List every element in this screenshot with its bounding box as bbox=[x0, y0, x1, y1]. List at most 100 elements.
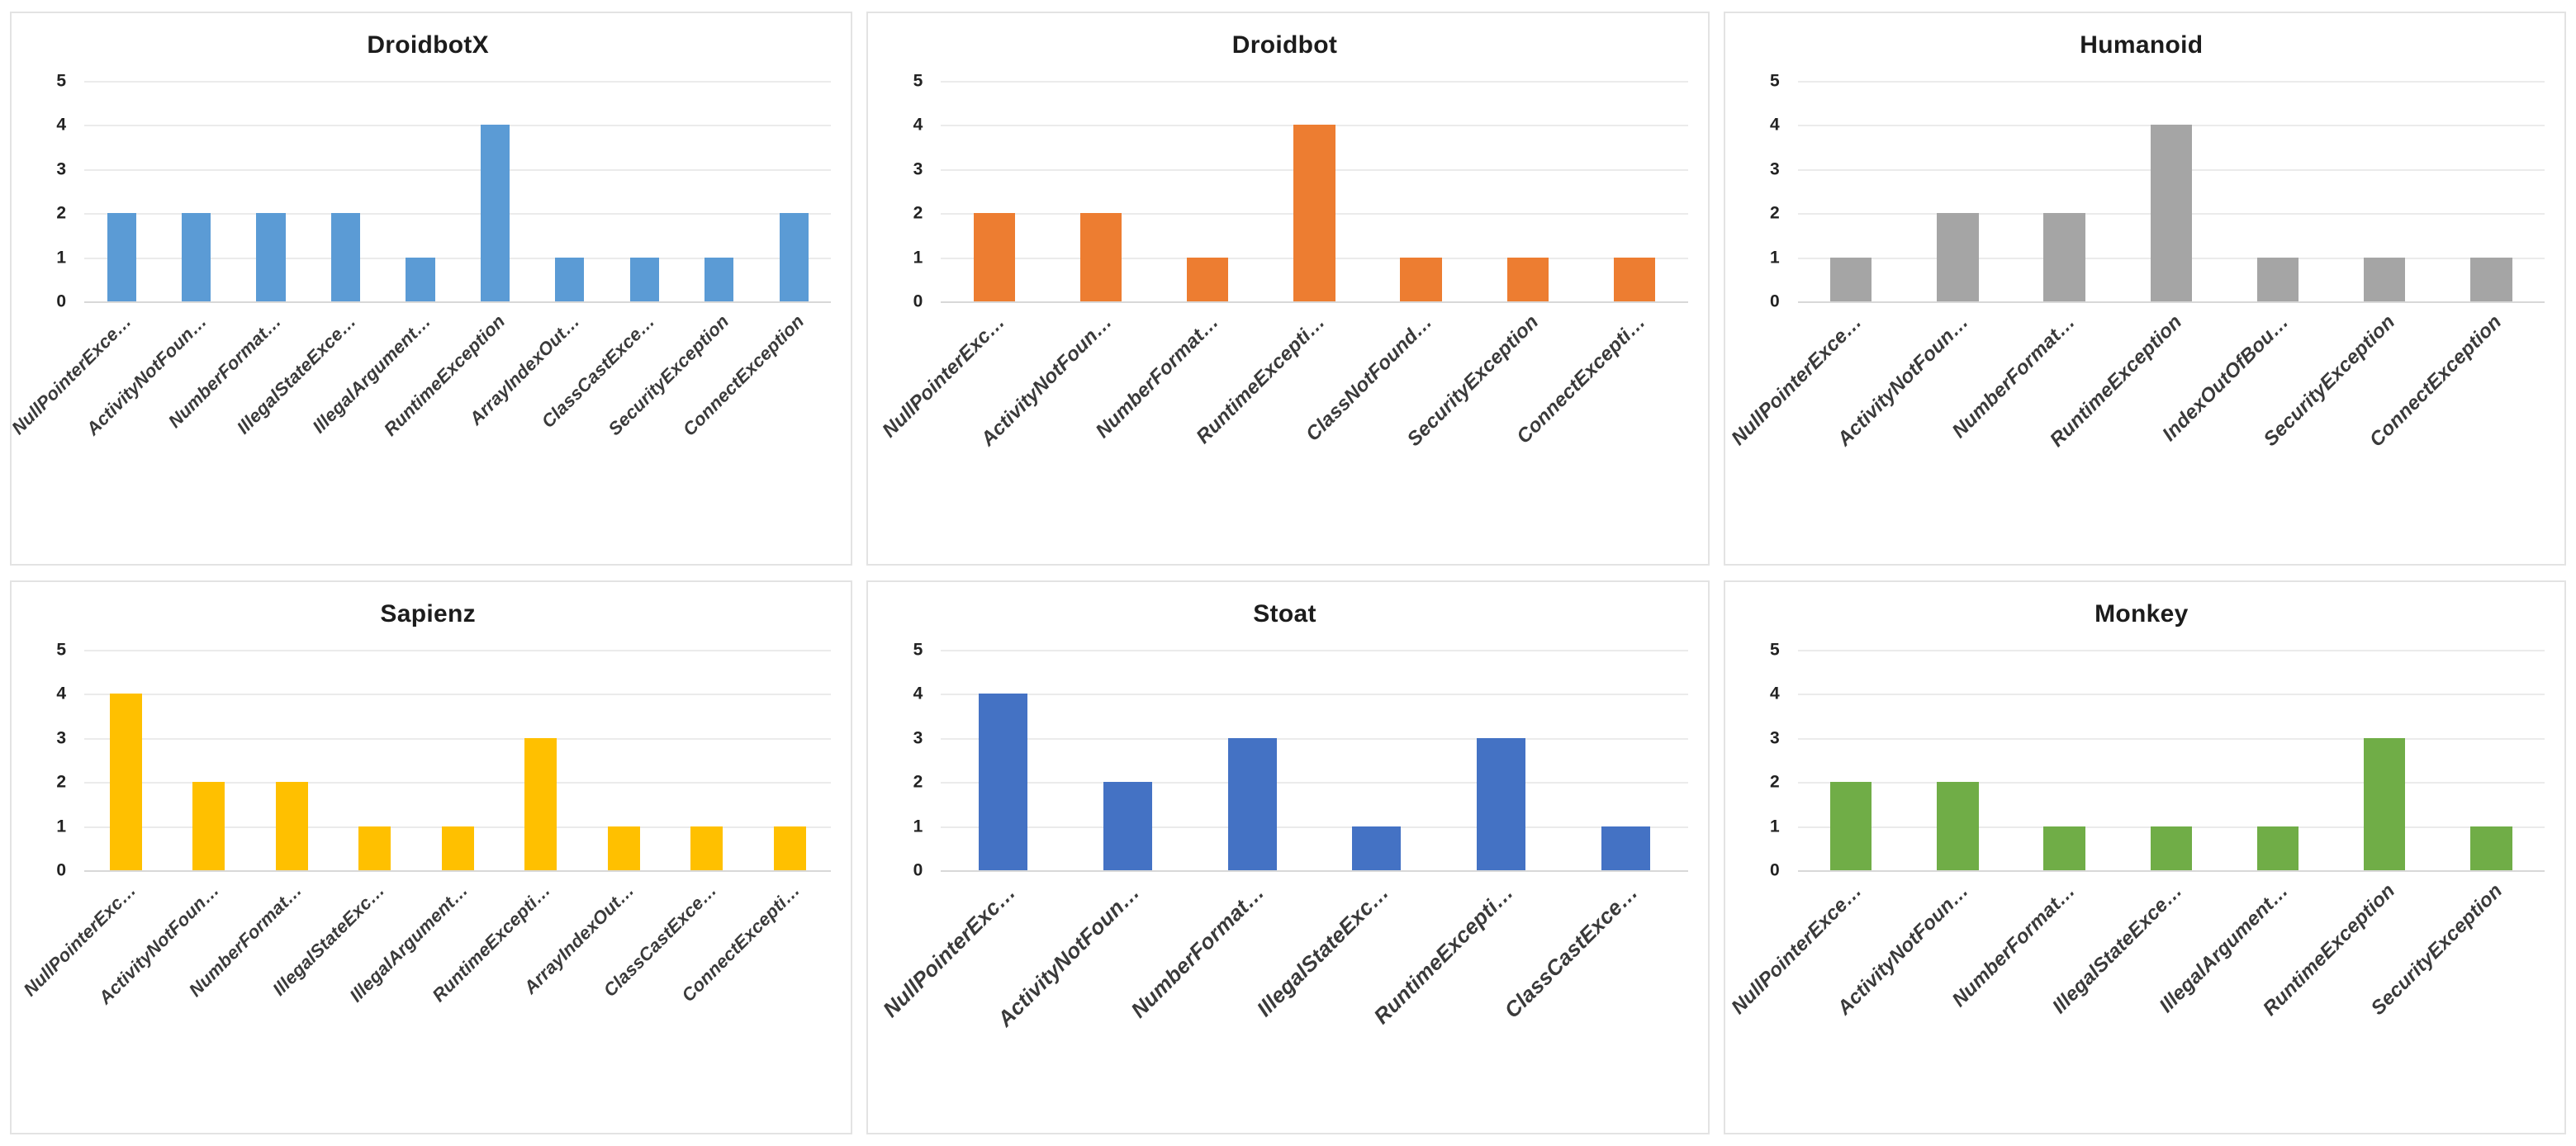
bar bbox=[555, 257, 585, 301]
chart-area: 5 4 3 2 1 0 NullPointerExc… ActivityNotFoun… Nu… bbox=[878, 642, 1688, 1126]
bar bbox=[2256, 257, 2299, 301]
bar-slot bbox=[1048, 81, 1155, 301]
bar bbox=[2364, 737, 2406, 870]
bar-slot bbox=[1439, 650, 1563, 870]
y-axis: 5 4 3 2 1 0 bbox=[25, 642, 73, 879]
y-axis-tick-label: 2 bbox=[1769, 203, 1780, 223]
x-axis-label-slot: NullPointerExc… bbox=[878, 870, 1065, 1126]
bar bbox=[1937, 782, 1979, 870]
chart-panel: Droidbot 5 4 3 2 1 0 NullPointerExc… ActivityN… bbox=[866, 12, 1710, 566]
x-axis-line bbox=[941, 870, 1688, 872]
chart-title: Sapienz bbox=[380, 600, 476, 627]
y-axis-tick-label: 3 bbox=[56, 728, 66, 748]
bar-slot bbox=[2011, 650, 2118, 870]
bar bbox=[973, 213, 1016, 301]
bar-slot bbox=[2224, 81, 2331, 301]
bar bbox=[2470, 257, 2512, 301]
x-axis-label-slot: NumberFormat… bbox=[1126, 870, 1315, 1126]
x-axis-label-slot: RuntimeExcepti… bbox=[1369, 870, 1563, 1126]
bar bbox=[524, 737, 557, 870]
y-axis-tick-label: 0 bbox=[1769, 291, 1780, 311]
bar bbox=[1506, 257, 1549, 301]
bar-slot bbox=[250, 650, 333, 870]
x-axis-labels: NullPointerExc… ActivityNotFoun… NumberFor… bbox=[878, 870, 1688, 1126]
bar bbox=[629, 257, 659, 301]
bar-slot bbox=[2118, 650, 2224, 870]
x-axis-label-slot: ActivityNotFoun… bbox=[94, 870, 249, 1126]
bar bbox=[1477, 737, 1525, 870]
plot-area bbox=[84, 81, 832, 303]
y-axis-tick-label: 5 bbox=[1769, 640, 1780, 660]
x-axis-label-slot: SecurityException bbox=[2366, 870, 2545, 1126]
chart-area: 5 4 3 2 1 0 NullPointerExc… ActivityNotFoun… Nu… bbox=[19, 642, 832, 1126]
grid-line bbox=[1797, 650, 2545, 651]
bar bbox=[406, 257, 435, 301]
x-axis-label-slot: RuntimeExcepti… bbox=[429, 870, 581, 1126]
x-axis-line bbox=[1797, 301, 2545, 303]
bar-slot bbox=[1190, 650, 1315, 870]
grid-line bbox=[84, 125, 832, 127]
grid-line bbox=[941, 826, 1688, 828]
bar bbox=[1830, 782, 1872, 870]
bar-series bbox=[941, 650, 1687, 870]
bar-slot bbox=[607, 81, 681, 301]
bar-slot bbox=[458, 81, 532, 301]
y-axis-tick-label: 1 bbox=[1769, 248, 1780, 268]
plot-area bbox=[1797, 650, 2545, 872]
bar-slot bbox=[333, 650, 415, 870]
bar-slot bbox=[1905, 650, 2011, 870]
bar-series bbox=[1798, 650, 2545, 870]
y-axis-tick-label: 2 bbox=[56, 203, 66, 223]
y-axis-tick-label: 4 bbox=[56, 115, 66, 135]
chart-title: Humanoid bbox=[2080, 31, 2204, 59]
bar bbox=[2364, 257, 2406, 301]
bar bbox=[1227, 737, 1277, 870]
y-axis-tick-label: 1 bbox=[56, 817, 66, 836]
chart-panel: Stoat 5 4 3 2 1 0 NullPointerExc… ActivityNotF… bbox=[866, 580, 1710, 1134]
bar bbox=[2043, 213, 2085, 301]
x-axis-line bbox=[1797, 870, 2545, 872]
bar bbox=[275, 782, 308, 870]
y-axis-tick-label: 5 bbox=[913, 640, 923, 660]
chart-panel: DroidbotX 5 4 3 2 1 0 NullPointerExce… Activit… bbox=[10, 12, 853, 566]
y-axis: 5 4 3 2 1 0 bbox=[1739, 642, 1786, 879]
bar-slot bbox=[533, 81, 607, 301]
bar bbox=[2043, 826, 2085, 870]
y-axis-tick-label: 0 bbox=[56, 860, 66, 880]
bar bbox=[2470, 826, 2512, 870]
bar-slot bbox=[1581, 81, 1687, 301]
y-axis-tick-label: 5 bbox=[56, 71, 66, 91]
grid-line bbox=[84, 213, 832, 215]
bar-slot bbox=[2332, 650, 2438, 870]
x-axis-label-slot: IllegalArgument… bbox=[345, 870, 499, 1126]
bar-series bbox=[84, 81, 831, 301]
bar bbox=[1293, 125, 1335, 301]
y-axis-tick-label: 5 bbox=[913, 71, 923, 91]
y-axis-tick-label: 4 bbox=[1769, 684, 1780, 703]
bar-slot bbox=[582, 650, 665, 870]
grid-line bbox=[941, 650, 1688, 651]
y-axis-tick-label: 4 bbox=[56, 684, 66, 703]
bar bbox=[1103, 782, 1152, 870]
y-axis-tick-label: 0 bbox=[913, 860, 923, 880]
x-axis-label-slot: ClassCastExce… bbox=[1499, 870, 1688, 1126]
gridlines bbox=[941, 650, 1688, 872]
bar bbox=[441, 826, 474, 870]
grid-line bbox=[1797, 782, 2545, 784]
bar bbox=[1400, 257, 1442, 301]
bar bbox=[1613, 257, 1656, 301]
grid-line bbox=[84, 81, 832, 83]
plot-area bbox=[84, 650, 832, 872]
x-axis-labels: NullPointerExce… ActivityNotFoun… NumberFo… bbox=[1727, 301, 2545, 557]
grid-line bbox=[84, 737, 832, 740]
y-axis-tick-label: 3 bbox=[913, 159, 923, 179]
y-axis-tick-label: 1 bbox=[913, 248, 923, 268]
chart-title: Stoat bbox=[1253, 600, 1316, 627]
grid-line bbox=[941, 694, 1688, 696]
x-axis-labels: NullPointerExc… ActivityNotFoun… NumberFor… bbox=[19, 870, 831, 1126]
bar-slot bbox=[2438, 650, 2545, 870]
x-axis-line bbox=[941, 301, 1688, 303]
axis-corner-spacer bbox=[25, 301, 73, 557]
y-axis-tick-label: 2 bbox=[913, 772, 923, 792]
